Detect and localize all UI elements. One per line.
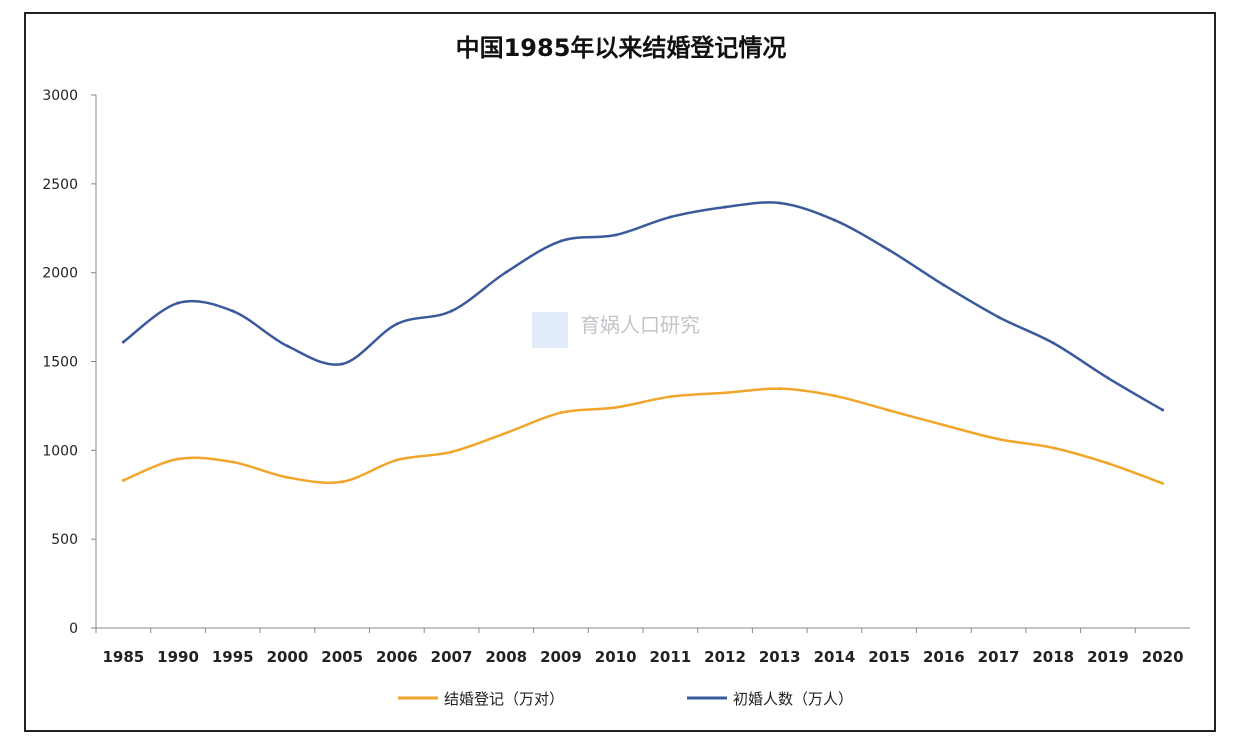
x-tick-label: 2012 — [704, 648, 746, 666]
series-line-0 — [122, 387, 1164, 485]
x-tick-label: 2014 — [814, 648, 856, 666]
data-point — [832, 394, 836, 398]
y-tick-label: 1500 — [42, 355, 78, 371]
data-point — [723, 391, 727, 395]
legend-label: 初婚人数（万人） — [733, 690, 853, 708]
data-point — [504, 431, 508, 435]
series-line-1 — [122, 201, 1164, 412]
data-point — [778, 201, 782, 205]
data-point — [504, 270, 508, 274]
data-point — [1051, 446, 1055, 450]
x-tick-label: 2020 — [1142, 648, 1184, 666]
data-point — [997, 437, 1001, 441]
x-tick-label: 2019 — [1087, 648, 1129, 666]
data-point — [231, 460, 235, 464]
x-tick-label: 2005 — [321, 648, 363, 666]
x-tick-label: 2017 — [978, 648, 1020, 666]
data-point — [450, 450, 454, 454]
data-point — [887, 248, 891, 252]
y-tick-label: 2000 — [42, 266, 78, 282]
data-point — [121, 478, 125, 482]
y-tick-label: 500 — [51, 532, 78, 548]
data-point — [887, 408, 891, 412]
legend-label: 结婚登记（万对） — [444, 690, 564, 708]
data-point — [1161, 408, 1165, 412]
y-tick-label: 0 — [69, 621, 78, 637]
y-tick-label: 1000 — [42, 443, 78, 459]
watermark: 育娲人口研究 — [532, 312, 700, 348]
x-tick-label: 2008 — [485, 648, 527, 666]
x-tick-label: 2013 — [759, 648, 801, 666]
chart-frame — [24, 12, 1216, 732]
x-tick-label: 2018 — [1032, 648, 1074, 666]
data-point — [1161, 481, 1165, 485]
data-point — [340, 362, 344, 366]
x-tick-label: 2000 — [267, 648, 309, 666]
data-point — [997, 315, 1001, 319]
data-point — [614, 406, 618, 410]
x-tick-label: 2015 — [868, 648, 910, 666]
x-tick-label: 1985 — [102, 648, 144, 666]
data-point — [559, 411, 563, 415]
y-tick-label: 3000 — [42, 88, 78, 104]
data-point — [285, 475, 289, 479]
chart-title: 中国1985年以来结婚登记情况 — [456, 34, 787, 62]
x-tick-label: 2009 — [540, 648, 582, 666]
data-point — [942, 283, 946, 287]
data-point — [832, 218, 836, 222]
x-tick-label: 2007 — [431, 648, 473, 666]
data-point — [942, 423, 946, 427]
x-tick-label: 2006 — [376, 648, 418, 666]
x-tick-label: 1990 — [157, 648, 199, 666]
data-point — [668, 215, 672, 219]
data-point — [395, 458, 399, 462]
data-point — [121, 340, 125, 344]
data-point — [1106, 376, 1110, 380]
data-point — [285, 344, 289, 348]
data-point — [340, 480, 344, 484]
data-point — [176, 301, 180, 305]
data-point — [723, 205, 727, 209]
data-point — [176, 457, 180, 461]
data-point — [778, 387, 782, 391]
data-point — [614, 233, 618, 237]
x-tick-label: 2010 — [595, 648, 637, 666]
data-point — [1106, 461, 1110, 465]
data-point — [395, 322, 399, 326]
data-point — [450, 309, 454, 313]
watermark-text: 育娲人口研究 — [580, 313, 700, 337]
y-tick-label: 2500 — [42, 177, 78, 193]
x-tick-label: 2016 — [923, 648, 965, 666]
data-point — [1051, 341, 1055, 345]
x-tick-label: 2011 — [649, 648, 691, 666]
watermark-logo-icon — [532, 312, 568, 348]
data-point — [559, 239, 563, 243]
x-tick-label: 1995 — [212, 648, 254, 666]
data-point — [231, 309, 235, 313]
data-point — [668, 395, 672, 399]
